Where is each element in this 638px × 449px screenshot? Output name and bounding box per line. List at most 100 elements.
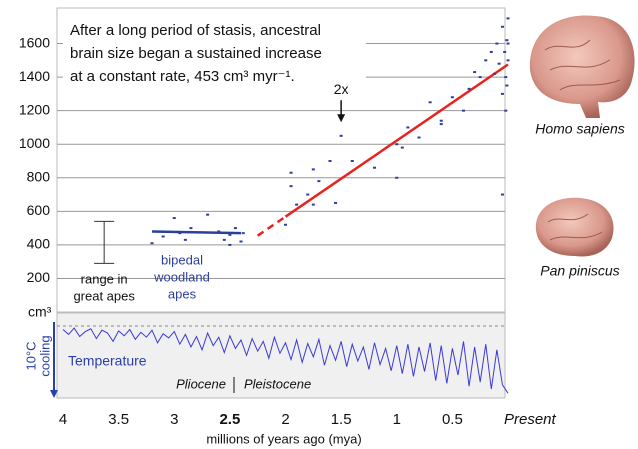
point (311, 168, 315, 171)
point (306, 193, 310, 196)
temperature-line (62, 327, 509, 394)
point (178, 232, 182, 235)
point (478, 76, 482, 79)
y-tick-label: 1400 (19, 68, 50, 84)
point (239, 240, 243, 243)
title-line: brain size began a sustained increase (70, 45, 322, 62)
point (473, 71, 477, 74)
point (493, 72, 497, 75)
point (334, 201, 338, 204)
x-tick-label: 1.5 (331, 411, 352, 428)
trend-line (256, 215, 287, 237)
image-label: Pan piniscus (540, 263, 619, 279)
y-tick-label: 1000 (19, 135, 50, 151)
point (222, 238, 226, 241)
point (417, 136, 421, 139)
epoch-label: Pliocene (176, 376, 226, 391)
x-axis-label: millions of years ago (mya) (206, 431, 361, 446)
annotation-arrow-head (337, 114, 346, 123)
point (161, 235, 165, 238)
temperature-label: Temperature (68, 353, 147, 369)
temperature-panel (56, 312, 506, 399)
point (183, 238, 187, 241)
point (504, 76, 508, 79)
range-label: great apes (73, 288, 135, 303)
y-tick-label: 1200 (19, 101, 50, 117)
point (156, 230, 160, 233)
range-label: range in (81, 271, 128, 286)
title-box (63, 14, 366, 94)
point (506, 59, 510, 62)
x-tick-label: 1 (393, 411, 401, 428)
point (406, 126, 410, 129)
point (504, 109, 508, 112)
x-tick-label: 2 (281, 411, 289, 428)
epoch-label: Pleistocene (244, 376, 311, 391)
x-tick-label: 0.5 (442, 411, 463, 428)
trend-line (284, 63, 509, 218)
point (506, 17, 510, 20)
point (489, 50, 493, 53)
point (217, 230, 221, 233)
point (350, 160, 354, 162)
y-unit: cm³ (28, 304, 52, 320)
point (505, 39, 509, 42)
point (506, 42, 510, 45)
y-tick-label: 200 (27, 269, 51, 285)
point (428, 101, 432, 104)
x-tick-label: 3.5 (108, 411, 129, 428)
point (495, 42, 499, 45)
point (189, 227, 193, 230)
point (150, 242, 154, 245)
point (228, 243, 232, 246)
point (500, 25, 504, 28)
brain-pan (535, 197, 614, 257)
point (505, 84, 509, 87)
point (295, 203, 299, 206)
point (484, 59, 488, 62)
image-label: Homo sapiens (535, 121, 625, 137)
title-line: at a constant rate, 453 cm³ myr⁻¹. (70, 68, 295, 85)
group-label: bipedal (161, 252, 203, 267)
title-line: After a long period of stasis, ancestral (70, 22, 321, 39)
point (439, 119, 443, 122)
y-tick-label: 1600 (19, 34, 50, 50)
point (462, 109, 465, 112)
x-tick-label: 4 (59, 411, 67, 428)
point (289, 171, 293, 174)
group-label: apes (168, 286, 197, 301)
point (172, 217, 176, 220)
y-tick-label: 400 (27, 236, 51, 252)
point (467, 87, 471, 90)
point (339, 134, 343, 137)
point (241, 232, 245, 235)
point (503, 50, 507, 53)
point (395, 143, 399, 146)
point (497, 62, 501, 65)
point (317, 180, 321, 183)
point (328, 160, 332, 162)
annotation: 2x (334, 81, 349, 97)
group-label: woodland (153, 269, 210, 284)
x-tick-label: 3 (170, 411, 178, 428)
point (311, 203, 315, 206)
point (206, 213, 210, 216)
y-tick-label: 600 (27, 202, 51, 218)
point (500, 92, 504, 95)
x-tick-label: 2.5 (219, 411, 240, 428)
point (289, 185, 293, 188)
point (450, 96, 454, 99)
point (439, 123, 443, 126)
scale-arrow-head (50, 390, 58, 398)
point (228, 233, 232, 236)
point (500, 193, 504, 196)
x-tick-label: Present (504, 411, 557, 428)
point (400, 146, 404, 149)
y-tick-label: 800 (27, 168, 51, 184)
trend-line (151, 230, 242, 235)
scale-label: cooling (37, 335, 52, 376)
point (395, 176, 399, 179)
point (373, 166, 376, 169)
scale-label: 10°C (23, 341, 38, 370)
